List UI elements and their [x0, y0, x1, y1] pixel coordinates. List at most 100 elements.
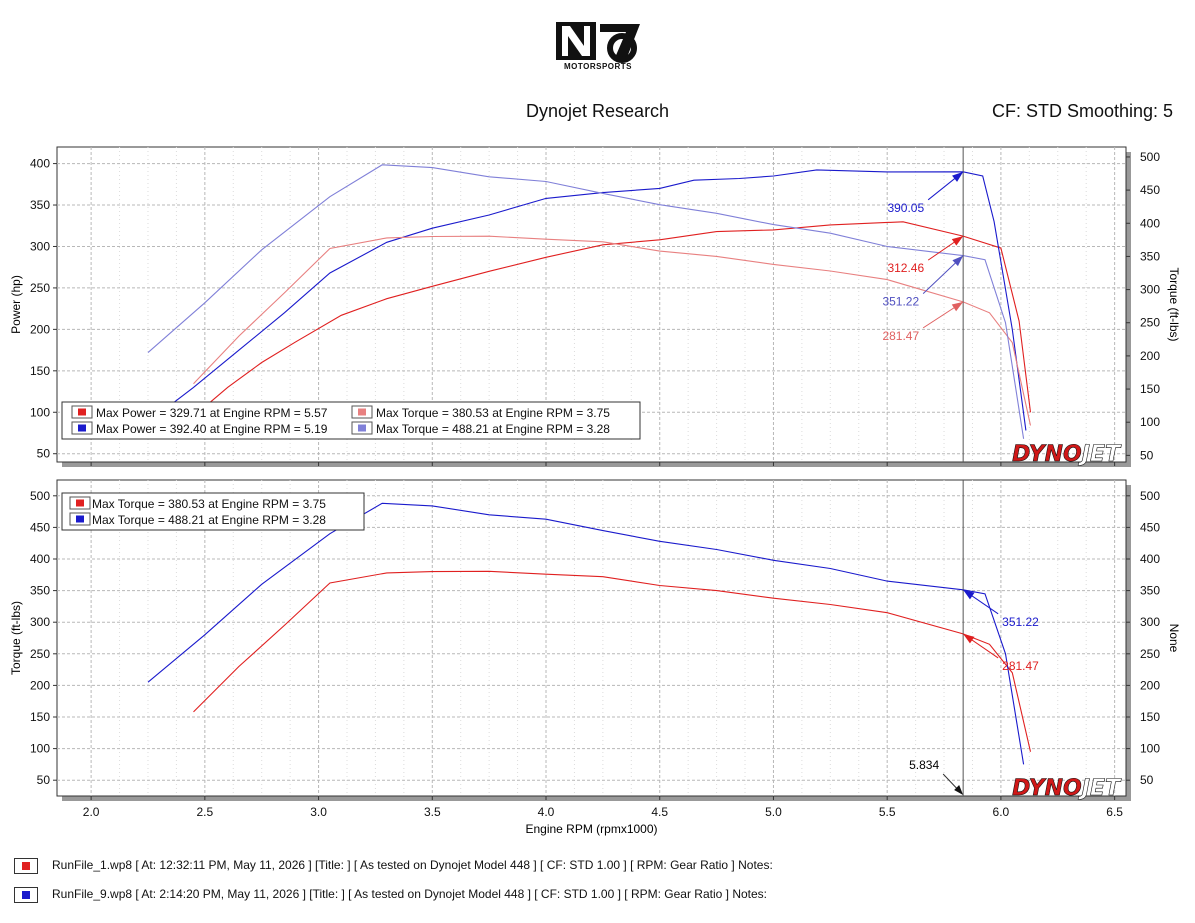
legend-entry: Max Power = 329.71 at Engine RPM = 5.57 [96, 406, 328, 420]
plot-frame [56, 479, 1127, 797]
y-tick-label: 450 [30, 520, 50, 534]
logo-graphic [556, 22, 640, 63]
legend-box [61, 492, 365, 531]
y-tick-label: 300 [30, 239, 50, 253]
y2-tick-label: 50 [1140, 448, 1154, 462]
series-line-2 [147, 169, 1027, 431]
y2-tick-label: 300 [1140, 283, 1160, 297]
dynojet-watermark: DYNOJET [1012, 776, 1122, 801]
y-tick-label: 150 [30, 364, 50, 378]
logo-subtitle: MOTORSPORTS [563, 62, 633, 71]
dynojet-watermark: DYNOJET [1012, 442, 1122, 467]
legend-box [61, 401, 641, 440]
y-tick-label: 200 [30, 322, 50, 336]
annotation-label-1: 351.22 [1002, 615, 1039, 629]
annotation-arrowhead-3 [952, 255, 964, 267]
y-tick-label: 50 [37, 773, 51, 787]
y2-tick-label: 350 [1140, 584, 1160, 598]
annotation-label-1: 390.05 [887, 201, 924, 215]
y-tick-label: 300 [30, 615, 50, 629]
annotation-arrowhead-4 [951, 301, 964, 312]
chart-panel-1: 50 100 150 200 250 300 350 400 50 100 150 200 250 300… [9, 146, 1181, 467]
legend-swatch [78, 408, 86, 416]
y2-tick-label: 350 [1140, 249, 1160, 263]
y-tick-label: 250 [30, 647, 50, 661]
y-tick-label: 250 [30, 281, 50, 295]
y-tick-label: 350 [30, 198, 50, 212]
legend-swatch [78, 424, 86, 432]
annotation-label-4: 281.47 [882, 329, 919, 343]
annotation-arrowhead-2 [963, 633, 975, 644]
x-tick-label: 2.5 [196, 805, 213, 819]
y-tick-label: 50 [37, 447, 51, 461]
legend-entry: Max Torque = 488.21 at Engine RPM = 3.28 [92, 513, 326, 527]
x-tick-label: 3.5 [424, 805, 441, 819]
y2-tick-label: 150 [1140, 382, 1160, 396]
y-tick-label: 200 [30, 678, 50, 692]
y2-tick-label: 250 [1140, 316, 1160, 330]
y-tick-label: 100 [30, 405, 50, 419]
x-tick-label: 6.0 [993, 805, 1010, 819]
y2-tick-label: 450 [1140, 183, 1160, 197]
correction-smoothing-label: CF: STD Smoothing: 5 [992, 101, 1174, 121]
annotation-label-2: 281.47 [1002, 659, 1039, 673]
y2-tick-label: 300 [1140, 615, 1160, 629]
legend-entry: Max Torque = 380.53 at Engine RPM = 3.75 [92, 497, 326, 511]
y2-tick-label: 450 [1140, 520, 1160, 534]
annotation-arrowhead-1 [963, 589, 975, 600]
y2-tick-label: 50 [1140, 773, 1154, 787]
x-tick-label: 2.0 [83, 805, 100, 819]
x-tick-label: 5.5 [879, 805, 896, 819]
y-tick-label: 400 [30, 157, 50, 171]
y2-tick-label: 100 [1140, 742, 1160, 756]
y2-tick-label: 250 [1140, 647, 1160, 661]
x-tick-label: 5.0 [765, 805, 782, 819]
y2-tick-label: 100 [1140, 415, 1160, 429]
run-1-swatch [14, 858, 38, 874]
legend-entry: Max Torque = 380.53 at Engine RPM = 3.75 [376, 406, 610, 420]
legend-swatch [76, 499, 84, 507]
run-1-info: RunFile_1.wp8 [ At: 12:32:11 PM, May 11,… [52, 858, 773, 872]
y-tick-label: 400 [30, 552, 50, 566]
series-line-3 [193, 235, 1032, 426]
y-axis-label: Power (hp) [9, 275, 23, 334]
y2-tick-label: 150 [1140, 710, 1160, 724]
annotation-arrowhead-2 [951, 236, 964, 246]
chart-panel-2: 50 100 150 200 250 300 350 400 450 500 50 100 150 200… [9, 479, 1181, 836]
y2-tick-label: 500 [1140, 489, 1160, 503]
report-title: Dynojet Research [526, 101, 670, 121]
legend-swatch [358, 424, 366, 432]
annotation-label-3: 351.22 [882, 295, 919, 309]
brand-logo: MOTORSPORTS [552, 18, 644, 74]
annotation-label-2: 312.46 [887, 261, 924, 275]
legend-swatch [358, 408, 366, 416]
y2-tick-label: 200 [1140, 678, 1160, 692]
series-line-4 [147, 164, 1025, 439]
cursor-label: 5.834 [909, 758, 939, 772]
x-tick-label: 3.0 [310, 805, 327, 819]
run-2-swatch [14, 887, 38, 903]
y2-tick-label: 500 [1140, 150, 1160, 164]
y2-tick-label: 400 [1140, 216, 1160, 230]
y2-tick-label: 200 [1140, 349, 1160, 363]
legend-swatch [76, 515, 84, 523]
x-tick-label: 4.5 [651, 805, 668, 819]
x-tick-label: 6.5 [1106, 805, 1123, 819]
y-tick-label: 500 [30, 489, 50, 503]
x-axis-label: Engine RPM (rpmx1000) [525, 822, 657, 836]
y-tick-label: 350 [30, 584, 50, 598]
cursor-arrowhead [954, 785, 964, 795]
y-axis-label: Torque (ft-lbs) [9, 601, 23, 675]
legend-entry: Max Power = 392.40 at Engine RPM = 5.19 [96, 422, 328, 436]
run-2-info: RunFile_9.wp8 [ At: 2:14:20 PM, May 11, … [52, 887, 767, 901]
annotation-arrowhead-1 [952, 171, 964, 182]
x-tick-label: 4.0 [538, 805, 555, 819]
legend-entry: Max Torque = 488.21 at Engine RPM = 3.28 [376, 422, 610, 436]
series-line-2 [147, 502, 1025, 765]
y-tick-label: 150 [30, 710, 50, 724]
y2-axis-label: None [1167, 624, 1181, 653]
y2-axis-label: Torque (ft-lbs) [1167, 267, 1181, 341]
y2-tick-label: 400 [1140, 552, 1160, 566]
y-tick-label: 100 [30, 742, 50, 756]
